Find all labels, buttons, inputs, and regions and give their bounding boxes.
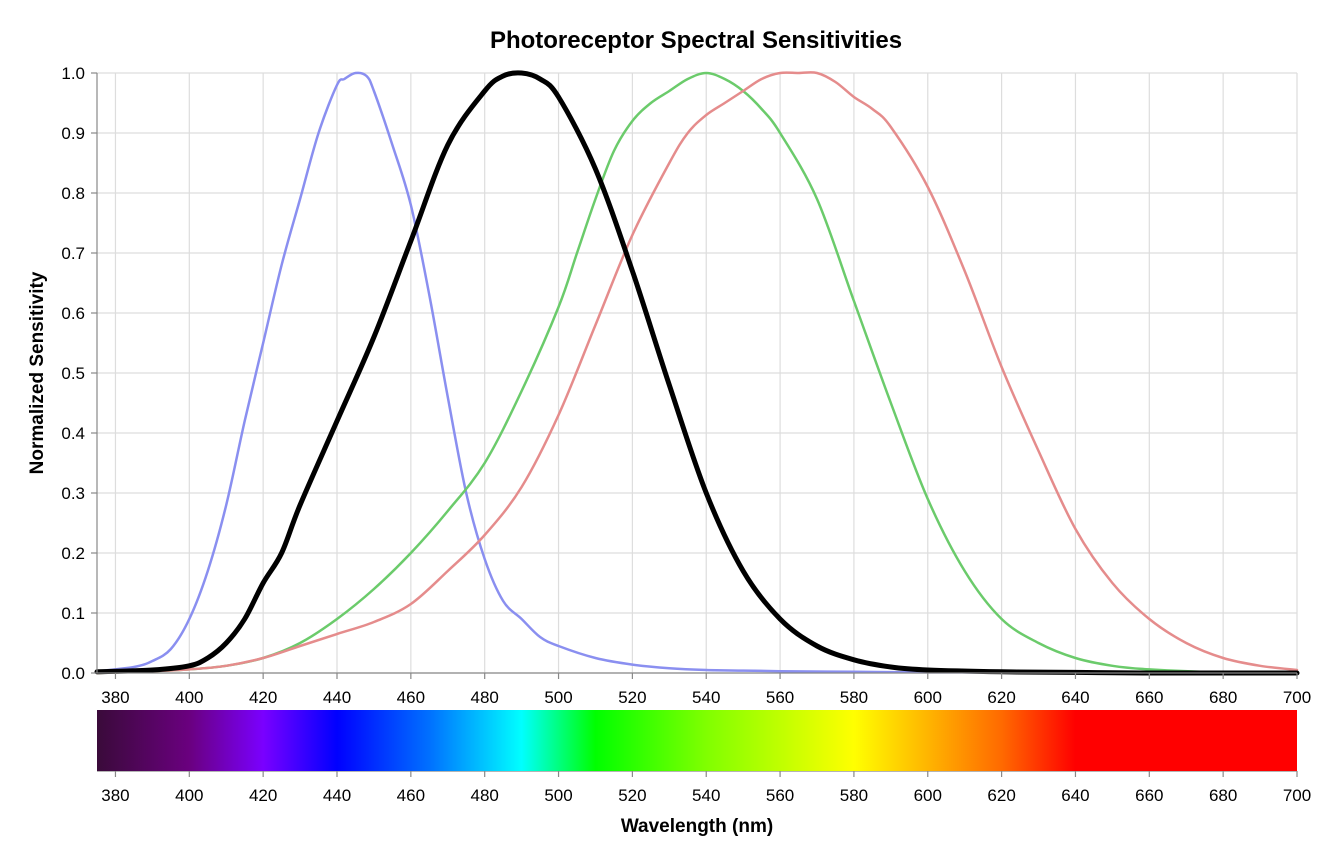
x-tick-label-bottom: 560 [766,786,794,805]
y-tick-label: 0.3 [61,484,85,503]
x-tick-label-bottom: 440 [323,786,351,805]
spectrum-color-bar [97,710,1297,771]
x-tick-label-bottom: 460 [397,786,425,805]
x-tick-label-bottom: 400 [175,786,203,805]
x-tick-label-bottom: 480 [471,786,499,805]
y-tick-label: 0.1 [61,604,85,623]
x-tick-label-top: 500 [544,688,572,707]
y-tick-label: 0.9 [61,124,85,143]
x-tick-label-top: 700 [1283,688,1311,707]
series-line-l-cone [95,71,1299,675]
x-tick-label-bottom: 640 [1061,786,1089,805]
series-layer [94,70,1300,676]
y-tick-label: 0.4 [61,424,85,443]
y-tick-label: 0.8 [61,184,85,203]
x-tick-label-top: 640 [1061,688,1089,707]
x-tick-label-bottom: 680 [1209,786,1237,805]
x-tick-label-bottom: 520 [618,786,646,805]
x-tick-label-top: 460 [397,688,425,707]
x-tick-label-bottom: 700 [1283,786,1311,805]
x-tick-label-top: 600 [914,688,942,707]
x-tick-label-bottom: 620 [987,786,1015,805]
x-tick-label-top: 580 [840,688,868,707]
x-tick-label-top: 380 [101,688,129,707]
series-line-s-cone [95,71,1299,675]
x-tick-label-bottom: 580 [840,786,868,805]
x-tick-label-top: 480 [471,688,499,707]
x-tick-label-bottom: 420 [249,786,277,805]
y-tick-label: 0.7 [61,244,85,263]
series-line-rod [94,70,1300,676]
y-tick-label: 0.5 [61,364,85,383]
x-tick-label-bottom: 380 [101,786,129,805]
y-tick-label: 1.0 [61,64,85,83]
x-axis-ticks-top: 380 400 420 440 460 480 500 520 540 560 580 600 620 6… [101,673,1311,707]
x-tick-label-top: 680 [1209,688,1237,707]
y-axis-ticks: 0.0 0.1 0.2 0.3 0.4 0.5 0.6 0.7 0.8 0.9 1.0 [61,64,97,683]
y-tick-label: 0.0 [61,664,85,683]
x-tick-label-bottom: 540 [692,786,720,805]
y-tick-label: 0.6 [61,304,85,323]
y-tick-label: 0.2 [61,544,85,563]
x-tick-label-top: 520 [618,688,646,707]
x-tick-label-top: 400 [175,688,203,707]
x-tick-label-bottom: 660 [1135,786,1163,805]
x-tick-label-bottom: 600 [914,786,942,805]
x-tick-label-top: 660 [1135,688,1163,707]
x-tick-label-top: 620 [987,688,1015,707]
chart-title: Photoreceptor Spectral Sensitivities [490,27,902,54]
x-tick-label-top: 440 [323,688,351,707]
y-axis-title: Normalized Sensitivity [27,271,48,474]
x-axis-ticks-bottom: 380 400 420 440 460 480 500 520 540 560 580 600 620 6… [101,771,1311,805]
x-axis-title: Wavelength (nm) [621,816,773,837]
x-tick-label-bottom: 500 [544,786,572,805]
grid-lines [97,72,1298,674]
series-line-m-cone [95,71,1299,675]
x-tick-label-top: 540 [692,688,720,707]
x-tick-label-top: 560 [766,688,794,707]
x-tick-label-top: 420 [249,688,277,707]
